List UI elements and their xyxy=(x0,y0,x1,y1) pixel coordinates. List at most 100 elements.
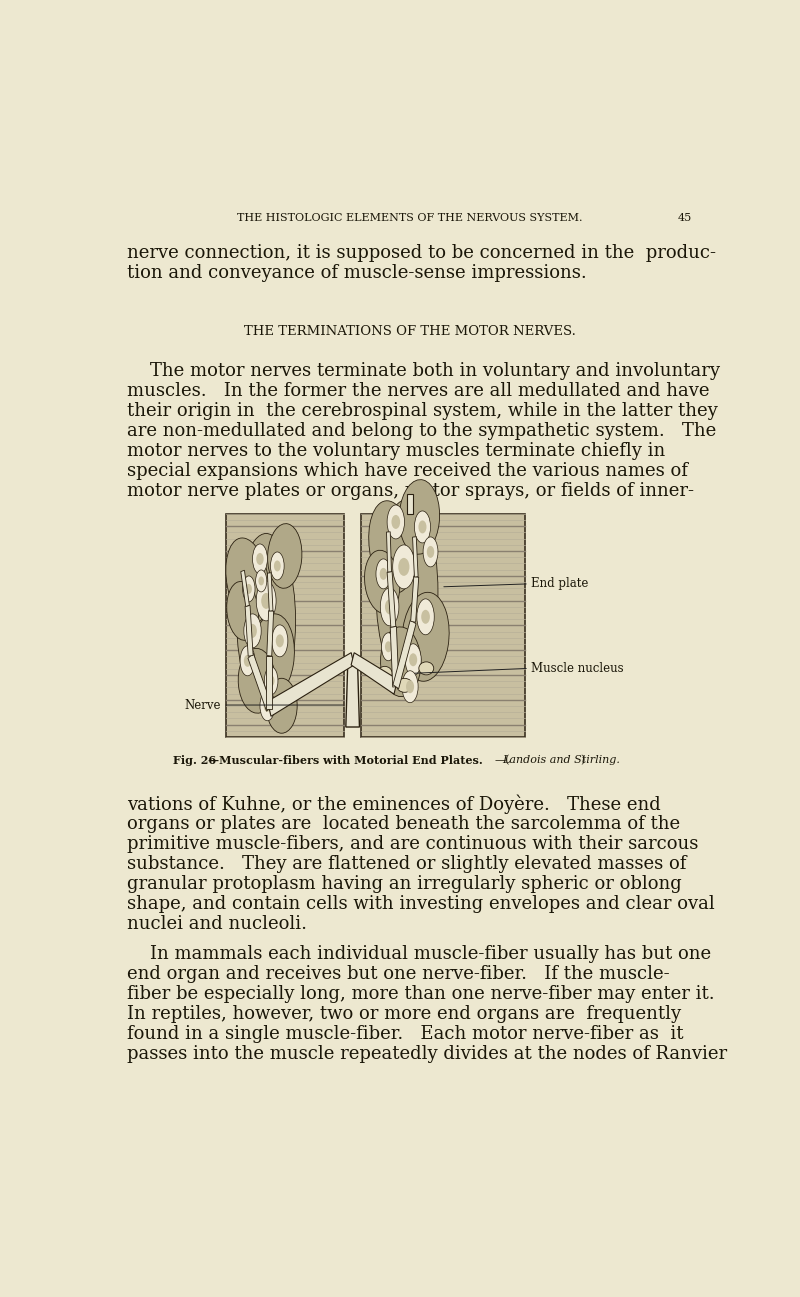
Ellipse shape xyxy=(244,613,262,647)
Circle shape xyxy=(244,655,251,667)
Bar xyxy=(407,494,413,514)
Ellipse shape xyxy=(256,581,276,621)
Text: nerve connection, it is supposed to be concerned in the  produc-: nerve connection, it is supposed to be c… xyxy=(127,244,716,262)
Circle shape xyxy=(385,641,392,652)
Ellipse shape xyxy=(253,543,267,575)
Ellipse shape xyxy=(226,538,270,624)
Ellipse shape xyxy=(376,559,391,589)
Circle shape xyxy=(398,558,410,576)
Ellipse shape xyxy=(380,588,399,625)
Ellipse shape xyxy=(365,550,400,613)
Circle shape xyxy=(409,654,417,667)
Polygon shape xyxy=(393,620,416,689)
Ellipse shape xyxy=(402,671,418,703)
Text: are non-medullated and belong to the sympathetic system.   The: are non-medullated and belong to the sym… xyxy=(127,422,717,440)
Text: Muscle nucleus: Muscle nucleus xyxy=(531,661,623,674)
Circle shape xyxy=(276,634,284,647)
Text: substance.   They are flattened or slightly elevated masses of: substance. They are flattened or slightl… xyxy=(127,855,686,873)
Circle shape xyxy=(380,568,387,580)
Text: special expansions which have received the various names of: special expansions which have received t… xyxy=(127,462,688,480)
Ellipse shape xyxy=(369,501,414,593)
Ellipse shape xyxy=(393,545,415,589)
Ellipse shape xyxy=(414,511,430,543)
Text: —Muscular-fibers with Motorial End Plates.: —Muscular-fibers with Motorial End Plate… xyxy=(209,755,483,767)
Circle shape xyxy=(406,680,414,693)
Polygon shape xyxy=(351,652,398,694)
Circle shape xyxy=(258,576,264,585)
Circle shape xyxy=(248,624,257,638)
Text: found in a single muscle-fiber.   Each motor nerve-fiber as  it: found in a single muscle-fiber. Each mot… xyxy=(127,1025,684,1043)
Text: —(: —( xyxy=(494,755,510,765)
Circle shape xyxy=(418,520,426,533)
Text: 45: 45 xyxy=(678,214,692,223)
Text: End plate: End plate xyxy=(531,577,588,590)
Text: primitive muscle-fibers, and are continuous with their sarcous: primitive muscle-fibers, and are continu… xyxy=(127,835,698,853)
Polygon shape xyxy=(387,572,396,628)
Text: shape, and contain cells with investing envelopes and clear oval: shape, and contain cells with investing … xyxy=(127,895,715,913)
Ellipse shape xyxy=(378,667,392,681)
Circle shape xyxy=(246,584,252,594)
Bar xyxy=(361,514,525,737)
Ellipse shape xyxy=(402,593,449,681)
Polygon shape xyxy=(241,571,250,607)
Ellipse shape xyxy=(399,480,440,554)
Polygon shape xyxy=(266,611,274,656)
Ellipse shape xyxy=(237,533,296,708)
Polygon shape xyxy=(346,659,359,728)
Ellipse shape xyxy=(238,648,275,713)
Circle shape xyxy=(264,700,271,712)
Ellipse shape xyxy=(226,581,258,641)
Ellipse shape xyxy=(381,626,421,696)
Circle shape xyxy=(268,676,274,686)
Polygon shape xyxy=(267,652,354,716)
Ellipse shape xyxy=(250,613,294,698)
Text: THE TERMINATIONS OF THE MOTOR NERVES.: THE TERMINATIONS OF THE MOTOR NERVES. xyxy=(244,326,576,339)
Ellipse shape xyxy=(423,537,438,567)
Text: end organ and receives but one nerve-fiber.   If the muscle-: end organ and receives but one nerve-fib… xyxy=(127,965,670,983)
Circle shape xyxy=(422,610,430,624)
Text: vations of Kuhne, or the eminences of Doyère.   These end: vations of Kuhne, or the eminences of Do… xyxy=(127,795,661,815)
Polygon shape xyxy=(266,656,272,708)
Ellipse shape xyxy=(405,643,422,676)
Polygon shape xyxy=(248,654,272,711)
Bar xyxy=(226,514,344,737)
Text: their origin in  the cerebrospinal system, while in the latter they: their origin in the cerebrospinal system… xyxy=(127,402,718,420)
Text: In mammals each individual muscle-fiber usually has but one: In mammals each individual muscle-fiber … xyxy=(127,946,711,964)
Text: nuclei and nucleoli.: nuclei and nucleoli. xyxy=(127,916,307,933)
Polygon shape xyxy=(267,573,273,611)
Ellipse shape xyxy=(260,691,275,721)
Text: organs or plates are  located beneath the sarcolemma of the: organs or plates are located beneath the… xyxy=(127,815,681,833)
Circle shape xyxy=(391,515,400,529)
Ellipse shape xyxy=(419,661,434,674)
Text: Fig. 26: Fig. 26 xyxy=(173,755,216,767)
Ellipse shape xyxy=(397,678,413,693)
Polygon shape xyxy=(413,537,418,577)
Text: fiber be especially long, more than one nerve-fiber may enter it.: fiber be especially long, more than one … xyxy=(127,986,715,1003)
Ellipse shape xyxy=(264,667,278,695)
Ellipse shape xyxy=(268,524,302,589)
Text: In reptiles, however, two or more end organs are  frequently: In reptiles, however, two or more end or… xyxy=(127,1005,682,1023)
Circle shape xyxy=(427,546,434,558)
Ellipse shape xyxy=(382,633,395,660)
Circle shape xyxy=(274,560,281,572)
Text: tion and conveyance of muscle-sense impressions.: tion and conveyance of muscle-sense impr… xyxy=(127,265,587,283)
Circle shape xyxy=(256,553,264,565)
Ellipse shape xyxy=(387,505,405,540)
Text: granular protoplasm having an irregularly spheric or oblong: granular protoplasm having an irregularl… xyxy=(127,875,682,894)
Ellipse shape xyxy=(242,576,255,602)
Text: Landois and Stirling.: Landois and Stirling. xyxy=(502,755,620,765)
Text: muscles.   In the former the nerves are all medullated and have: muscles. In the former the nerves are al… xyxy=(127,383,710,399)
Ellipse shape xyxy=(240,646,255,676)
Circle shape xyxy=(261,593,271,608)
Ellipse shape xyxy=(376,499,438,685)
Ellipse shape xyxy=(417,599,434,634)
Text: Nerve: Nerve xyxy=(185,699,222,712)
Text: ): ) xyxy=(580,755,584,765)
Polygon shape xyxy=(390,626,399,687)
Text: passes into the muscle repeatedly divides at the nodes of Ranvier: passes into the muscle repeatedly divide… xyxy=(127,1045,727,1064)
Polygon shape xyxy=(386,532,391,572)
Ellipse shape xyxy=(270,553,284,580)
Circle shape xyxy=(385,599,394,615)
Text: motor nerves to the voluntary muscles terminate chiefly in: motor nerves to the voluntary muscles te… xyxy=(127,442,666,460)
Polygon shape xyxy=(410,576,418,623)
